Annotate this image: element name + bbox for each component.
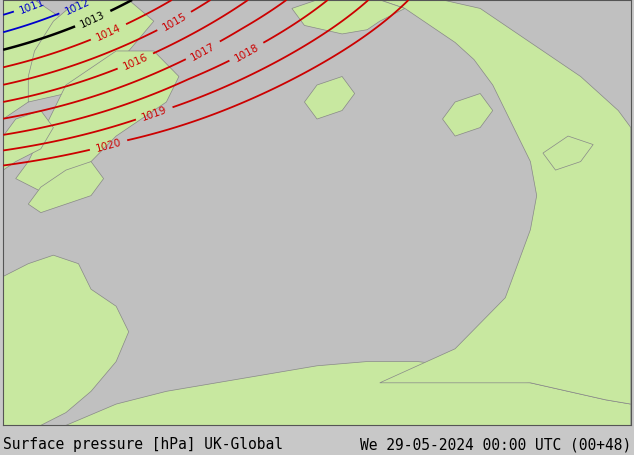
Polygon shape: [3, 256, 129, 425]
Polygon shape: [3, 111, 53, 171]
Text: We 29-05-2024 00:00 UTC (00+48): We 29-05-2024 00:00 UTC (00+48): [359, 436, 631, 451]
Polygon shape: [29, 162, 103, 213]
Polygon shape: [29, 1, 154, 103]
Text: 1016: 1016: [121, 52, 150, 72]
Text: 1019: 1019: [140, 105, 168, 123]
Text: 1015: 1015: [160, 11, 188, 33]
Polygon shape: [66, 362, 631, 425]
Text: 1020: 1020: [94, 137, 122, 154]
Text: 1014: 1014: [94, 23, 122, 43]
Text: 1018: 1018: [233, 42, 261, 64]
Text: 1017: 1017: [189, 41, 217, 62]
Polygon shape: [16, 52, 179, 192]
Text: 1013: 1013: [79, 10, 107, 30]
Polygon shape: [3, 1, 79, 120]
Polygon shape: [443, 94, 493, 137]
Polygon shape: [292, 1, 405, 35]
Text: 1012: 1012: [63, 0, 91, 17]
Polygon shape: [380, 1, 631, 404]
Polygon shape: [543, 137, 593, 171]
Polygon shape: [304, 77, 354, 120]
Text: Surface pressure [hPa] UK-Global: Surface pressure [hPa] UK-Global: [3, 436, 283, 451]
Text: 1011: 1011: [18, 0, 46, 15]
